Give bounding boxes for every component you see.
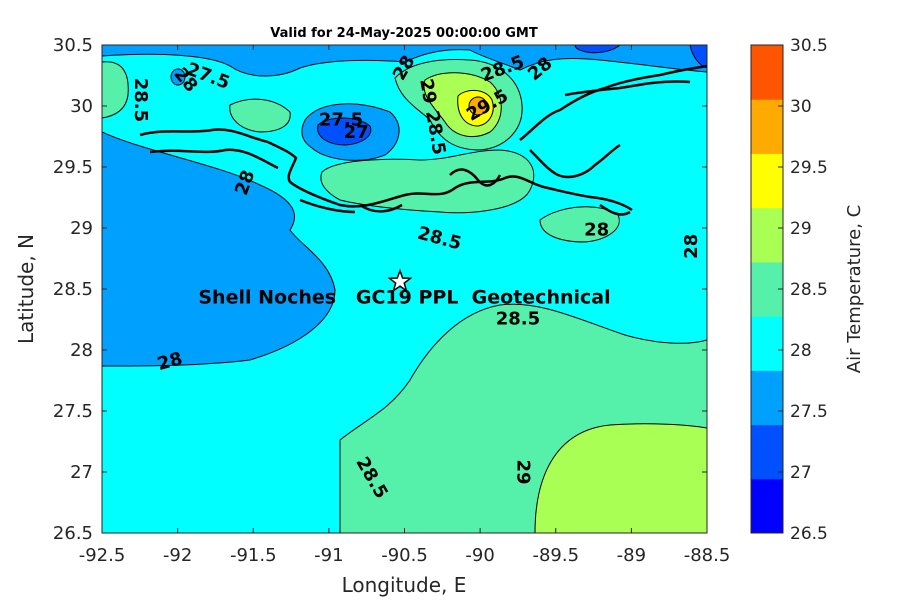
contour-band-30-30.5: [468, 96, 488, 116]
site-star-icon: [387, 268, 413, 293]
colorbar-swatch: [751, 316, 783, 371]
colorbar-tick-label: 29.5: [790, 158, 828, 178]
y-tick-label: 29: [70, 218, 93, 239]
x-tick-label: -90.5: [381, 545, 428, 566]
colorbar-label: Air Temperature, C: [844, 205, 865, 373]
colorbar-swatch: [751, 207, 783, 263]
contour-label: 27.5: [319, 110, 363, 131]
contour-band-28.5-29-northwest: [102, 61, 129, 119]
contour-band-27.5-28-nw-spot: [170, 68, 186, 86]
contour-band-27.5-28-west: [102, 131, 336, 367]
colorbar-swatch: [751, 478, 783, 534]
colorbar-ticks: 26.5 27 27.5 28 28.5 29 29.5 30 30.5: [778, 36, 828, 544]
site-label: Shell Noches GC19 PPL Geotechnical: [198, 287, 610, 309]
y-tick-label: 28.5: [53, 279, 93, 300]
contour-label: 28.5: [496, 309, 540, 330]
colorbar-swatch: [751, 153, 783, 209]
colorbar: [751, 45, 783, 534]
x-tick-label: -92.5: [79, 545, 126, 566]
y-tick-label: 29.5: [53, 157, 93, 178]
contour-label: 27: [344, 122, 369, 143]
x-tick-label: -89.5: [532, 545, 579, 566]
map-title: Valid for 24-May-2025 00:00:00 GMT: [270, 26, 538, 41]
y-tick-label: 27.5: [53, 401, 93, 422]
contour-label: 29: [415, 77, 440, 105]
contour-band-28.5-29-east: [539, 206, 620, 243]
y-tick-label: 30: [70, 96, 93, 117]
contour-label: 28: [681, 234, 702, 259]
y-axis-label: Latitude, N: [14, 234, 38, 344]
contour-label: 28.5: [130, 78, 151, 122]
y-tick-label: 26.5: [53, 523, 93, 544]
x-tick-label: -89: [617, 545, 646, 566]
contour-band-29-29.5-south: [534, 423, 707, 533]
x-tick-label: -91.5: [230, 545, 277, 566]
y-tick-label: 30.5: [53, 35, 93, 56]
colorbar-tick-label: 30: [790, 97, 812, 117]
colorbar-swatch: [751, 370, 783, 426]
x-axis-label: Longitude, E: [342, 573, 467, 597]
contour-band-27.5-28-north: [102, 45, 707, 77]
contour-band-28.5-29-north-left: [229, 98, 291, 133]
contour-map: [102, 45, 707, 533]
colorbar-tick-label: 30.5: [790, 36, 828, 56]
x-axis-ticks: -92.5 -92 -91.5 -91 -90.5 -90 -89.5 -89 -88.5: [79, 45, 731, 566]
colorbar-swatch: [751, 424, 783, 480]
contour-band-27-27.5-ne: [689, 45, 707, 69]
colorbar-tick-label: 27: [790, 463, 812, 483]
colorbar-swatch: [751, 45, 783, 100]
x-tick-label: -90: [465, 545, 494, 566]
colorbar-tick-label: 28: [790, 341, 812, 361]
colorbar-tick-label: 27.5: [790, 402, 828, 422]
colorbar-swatch: [751, 99, 783, 154]
y-tick-label: 27: [70, 462, 93, 483]
x-tick-label: -91: [314, 545, 343, 566]
x-tick-label: -92: [163, 545, 192, 566]
colorbar-tick-label: 28.5: [790, 280, 828, 300]
contour-label: 29: [513, 459, 534, 484]
coastline: [139, 64, 707, 216]
contour-band-27-27.5-central: [317, 117, 372, 146]
colorbar-swatch: [751, 261, 783, 317]
contour-band-27-27.5-north-right: [574, 45, 621, 54]
y-tick-label: 28: [70, 340, 93, 361]
contour-label: 28: [584, 219, 609, 240]
colorbar-tick-label: 29: [790, 219, 812, 239]
contour-band-28.5-29-central: [320, 149, 535, 214]
x-tick-label: -88.5: [684, 545, 731, 566]
colorbar-tick-label: 26.5: [790, 524, 828, 544]
